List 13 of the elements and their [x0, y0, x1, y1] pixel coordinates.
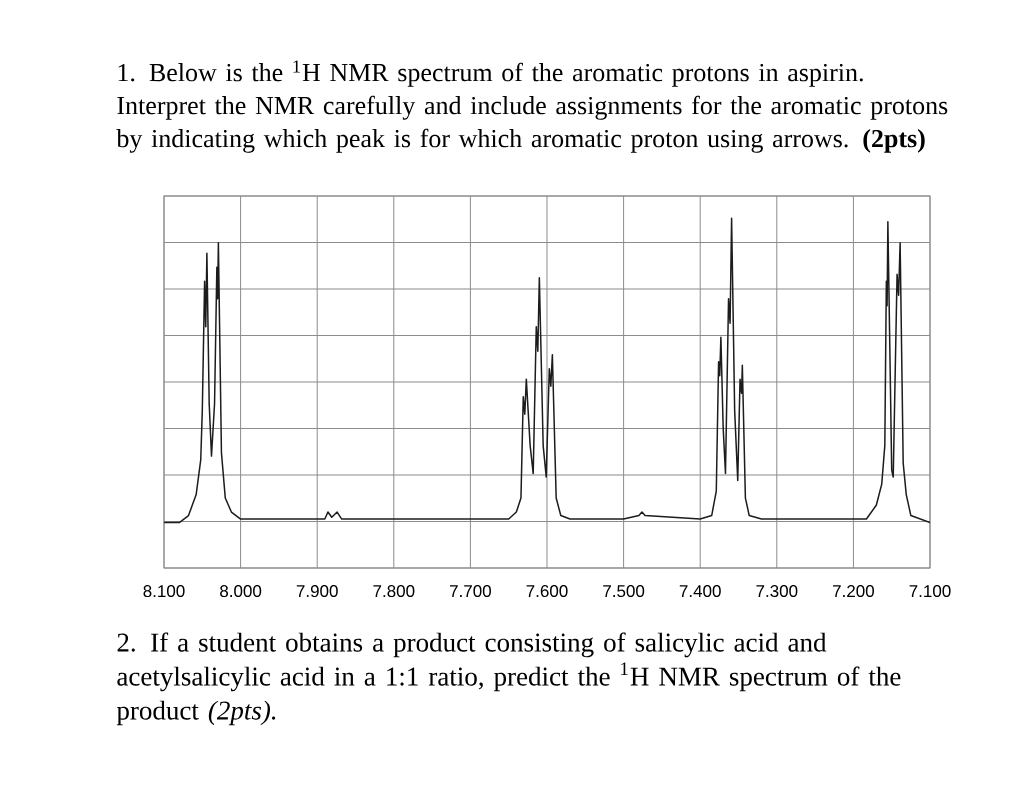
x-tick-label: 7.700	[450, 585, 491, 598]
x-tick-label: 7.600	[526, 585, 568, 598]
text: 2. If a student obtains a product consisting of salicylic acid and acetylsalicylic acid in a 1:1 ratio, predict the $^{1}$H NMR spectrum of the product (2pts).	[116, 632, 901, 726]
x-tick-label: 7.100	[909, 585, 951, 598]
x-tick-label: 7.200	[833, 585, 874, 598]
x-tick-label: 8.100	[143, 585, 185, 598]
x-tick-label: 7.800	[373, 585, 415, 598]
x-tick-label: 7.300	[756, 585, 798, 598]
x-tick-label: 7.400	[679, 585, 721, 598]
x-tick-label: 7.500	[603, 585, 645, 598]
x-tick-label: 7.900	[296, 585, 338, 598]
x-tick-label: 8.000	[220, 585, 262, 598]
chart-title: 1. Below is the $^{1}$H NMR spectrum of the aromatic protons in aspirin. Interpret the NMR carefully and include assignments for the aromatic protons by indicating which peak is for which aromatic proton using arrows. (2pts)	[116, 60, 948, 153]
